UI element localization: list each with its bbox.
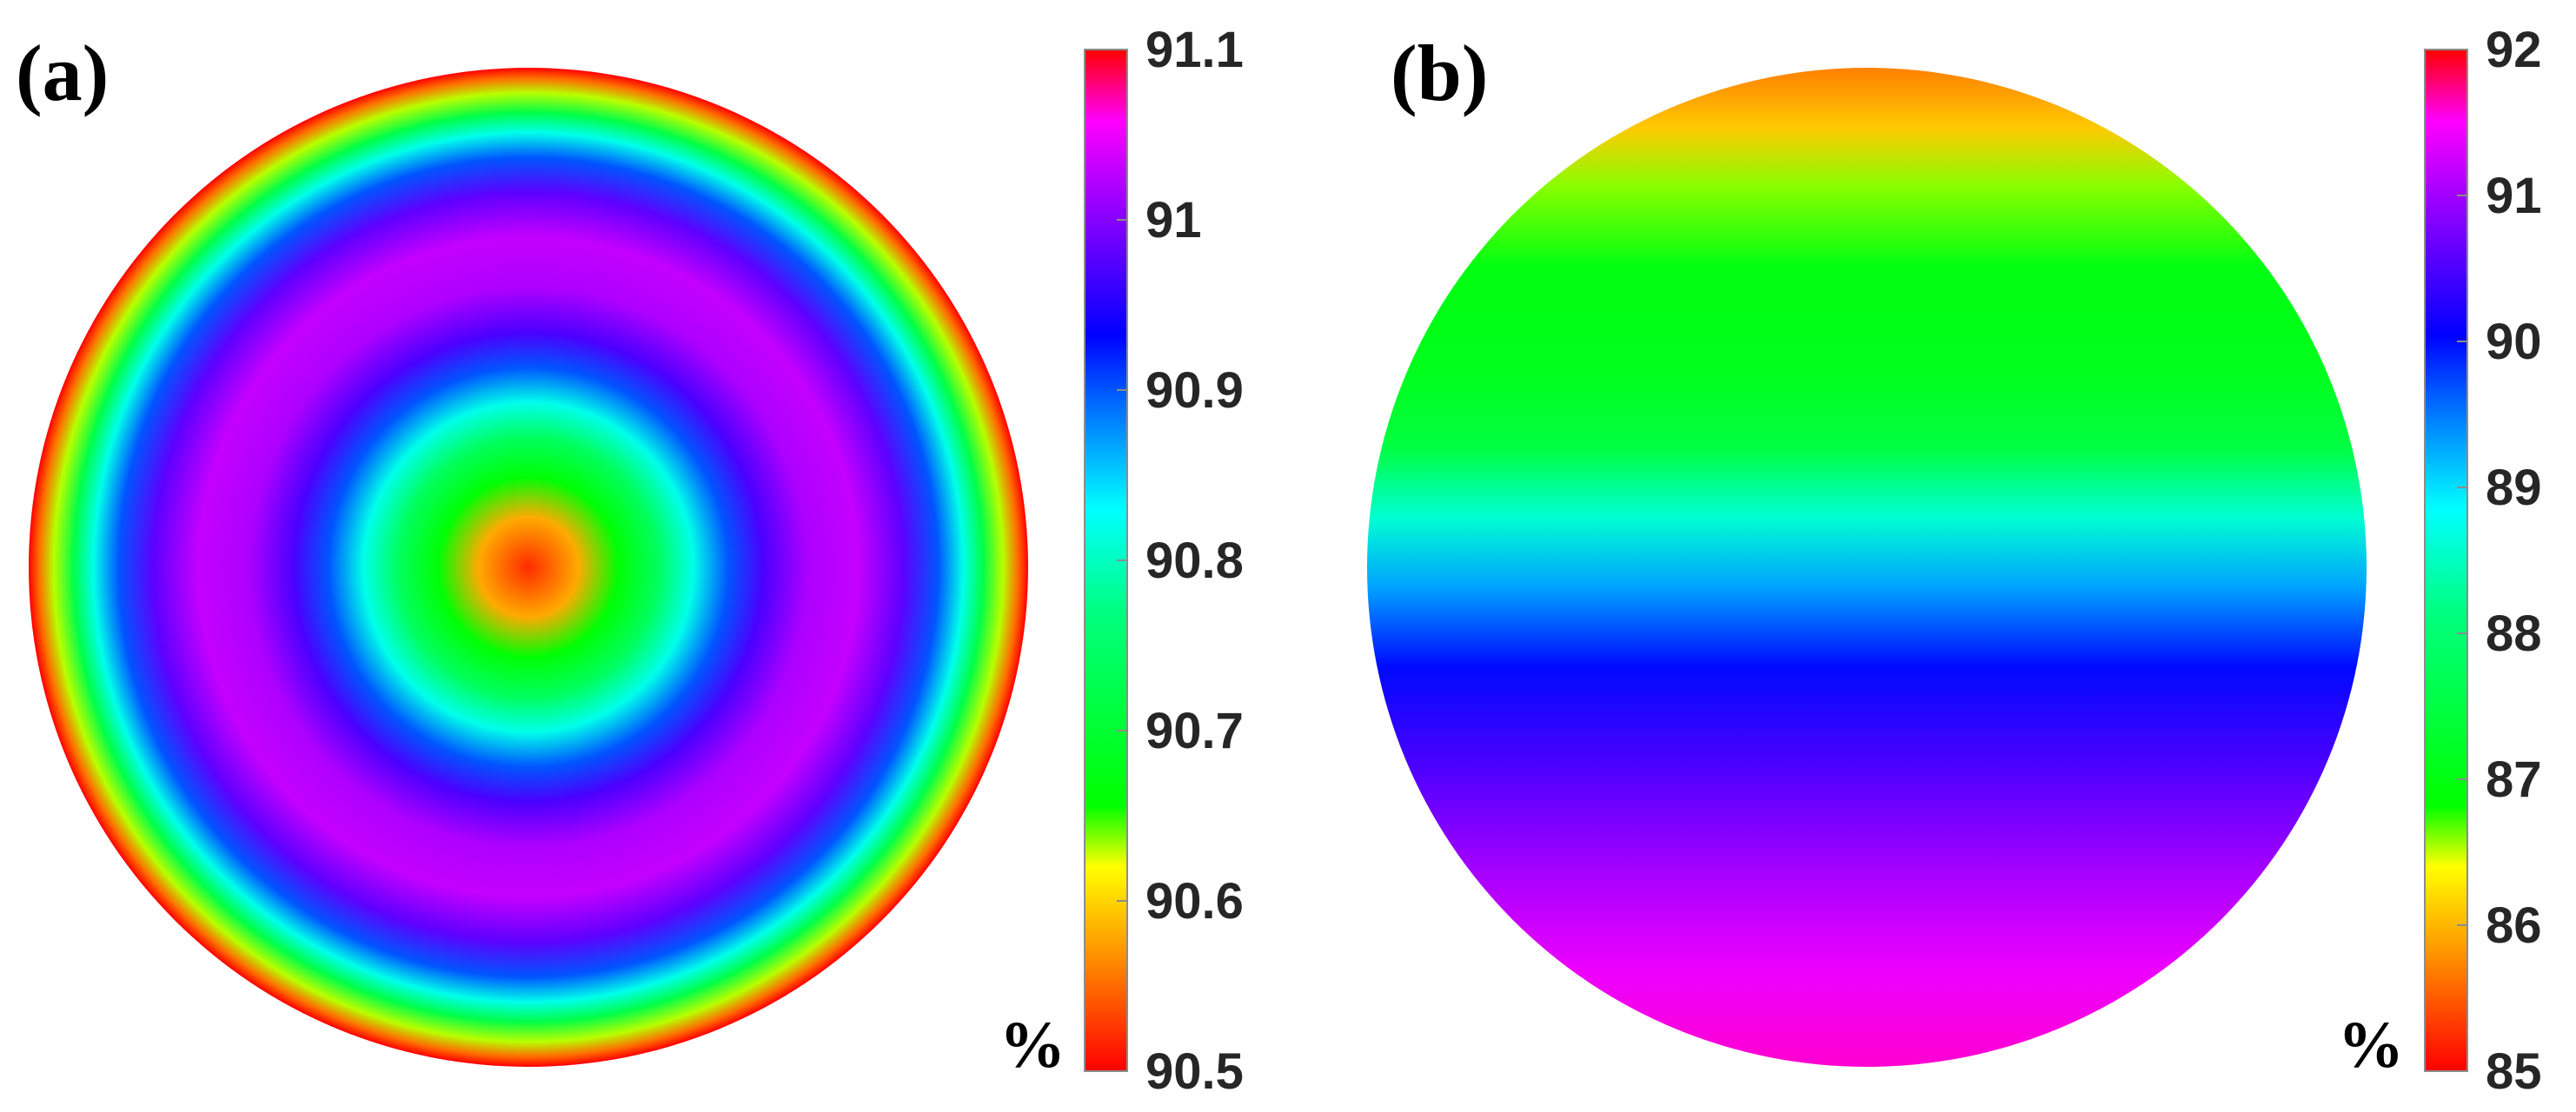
heatmap-disk-b [1367, 68, 2367, 1067]
colorbar-b-tick-label: 92 [2486, 22, 2542, 78]
colorbar-b-gradient [2425, 50, 2467, 1071]
colorbar-a-tick-label: 90.7 [1145, 703, 1244, 759]
colorbar-a-tick-label: 90.9 [1145, 362, 1244, 419]
unit-label-b: % [2338, 1009, 2404, 1082]
colorbar-b-tick-label: 86 [2486, 897, 2542, 954]
colorbar-b-tick-label: 87 [2486, 751, 2542, 808]
panel-label-a: (a) [16, 29, 109, 117]
colorbar-b-ticks: 85 86 87 88 89 90 91 92 [2457, 22, 2542, 1100]
colorbar-b-frame [2424, 49, 2468, 1072]
panel-a: (a) 90.5 90.6 90.7 90.8 90.9 91 91.1 % [16, 22, 1244, 1100]
unit-label-a: % [999, 1009, 1066, 1082]
colorbar-b-tick-label: 85 [2486, 1043, 2542, 1100]
heatmap-disk-a [29, 68, 1028, 1067]
colorbar-b: 85 86 87 88 89 90 91 92 [2424, 22, 2542, 1100]
colorbar-b-tick-label: 88 [2486, 606, 2542, 662]
colorbar-b-tick-label: 89 [2486, 460, 2542, 516]
panel-b: (b) 85 86 87 88 89 90 91 92 % [1367, 22, 2542, 1100]
colorbar-b-tick-label: 90 [2486, 314, 2542, 370]
colorbar-a-tick-label: 91.1 [1145, 22, 1244, 78]
colorbar-a: 90.5 90.6 90.7 90.8 90.9 91 91.1 [1084, 22, 1244, 1100]
colorbar-a-tick-label: 90.8 [1145, 533, 1244, 589]
colorbar-a-tick-label: 90.6 [1145, 873, 1244, 930]
colorbar-a-tick-label: 91 [1145, 192, 1202, 248]
colorbar-b-tick-label: 91 [2486, 168, 2542, 224]
colorbar-a-ticks: 90.5 90.6 90.7 90.8 90.9 91 91.1 [1117, 22, 1244, 1100]
panel-label-b: (b) [1391, 29, 1488, 117]
colorbar-a-tick-label: 90.5 [1145, 1043, 1244, 1100]
